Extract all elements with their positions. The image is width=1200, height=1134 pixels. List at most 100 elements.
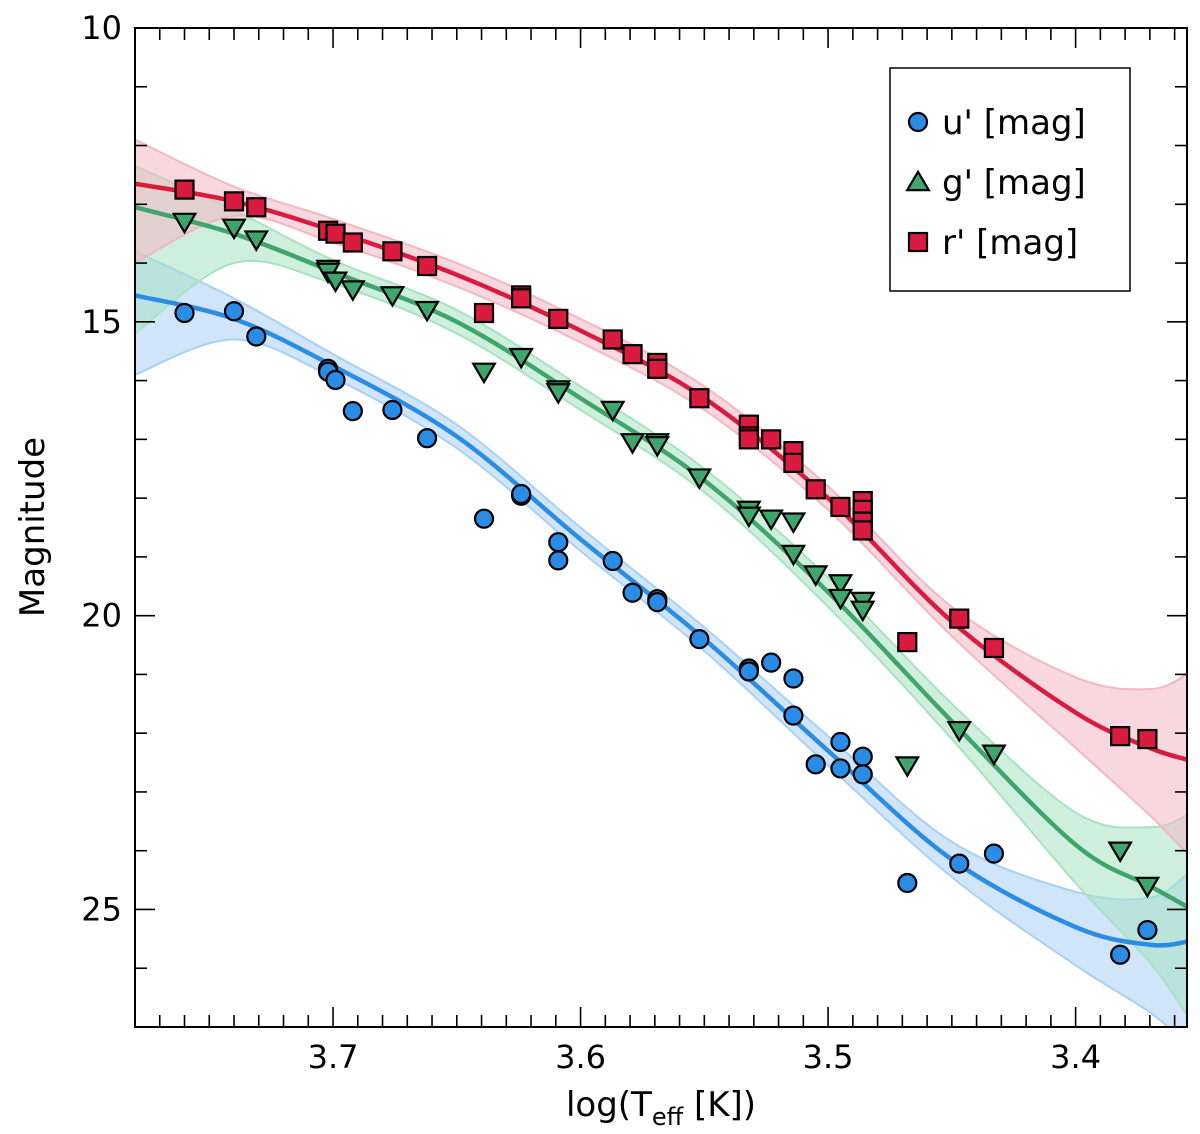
data-point-u-band — [983, 843, 1005, 864]
y-tick-label: 15 — [81, 303, 122, 341]
data-point-u-band — [647, 592, 668, 613]
data-point-g-band — [171, 212, 198, 235]
data-point-r-band — [473, 302, 495, 324]
x-tick-label: 3.4 — [1050, 1038, 1101, 1076]
data-point-u-band — [830, 758, 851, 779]
data-point-g-band — [802, 565, 829, 587]
legend-box — [889, 67, 1131, 292]
data-point-u-band — [511, 483, 532, 505]
data-point-g-band — [379, 286, 406, 308]
data-point-r-band — [689, 388, 710, 409]
data-point-u-band — [1137, 919, 1158, 941]
data-point-r-band — [382, 241, 403, 262]
data-point-g-band — [221, 218, 247, 241]
data-point-g-band — [894, 756, 921, 778]
fit-line-0 — [135, 293, 1187, 948]
data-point-g-band — [508, 347, 534, 370]
data-point-u-band — [852, 764, 873, 785]
data-point-u-band — [174, 302, 195, 324]
data-point-u-band — [783, 705, 804, 726]
data-point-r-band — [622, 344, 643, 365]
data-point-r-band — [983, 637, 1005, 659]
data-point-g-band — [736, 506, 762, 529]
data-point-r-band — [223, 191, 245, 212]
data-point-u-band — [325, 369, 346, 391]
data-point-r-band — [1110, 726, 1131, 747]
data-point-u-band — [342, 401, 363, 422]
data-point-g-band — [322, 271, 349, 294]
data-point-u-band — [852, 746, 873, 767]
data-point-g-band — [850, 600, 876, 623]
data-point-g-band — [780, 512, 807, 535]
data-point-g-band — [600, 400, 626, 423]
data-point-u-band — [223, 301, 245, 322]
data-point-u-band — [382, 399, 403, 421]
x-tick-label: 3.5 — [803, 1038, 854, 1076]
data-point-r-band — [325, 223, 346, 244]
legend: u' [mag] g' [mag] r' [mag] — [889, 67, 1131, 292]
legend-label: g' [mag] — [942, 163, 1086, 203]
data-point-r-band — [511, 288, 532, 309]
data-point-u-band — [473, 508, 495, 529]
data-point-r-band — [548, 308, 569, 329]
x-tick-label: 3.6 — [555, 1038, 606, 1076]
data-point-g-band — [644, 436, 671, 458]
data-point-u-band — [949, 853, 970, 874]
data-point-r-band — [830, 496, 851, 518]
axis-ticks — [135, 27, 1187, 1028]
x-axis-label: log(Teff [K]) — [566, 1085, 756, 1131]
data-point-g-band — [827, 588, 854, 611]
data-point-u-band — [602, 550, 623, 572]
data-point-g-band — [340, 280, 366, 302]
data-point-g-band — [827, 574, 854, 596]
legend-label: u' [mag] — [942, 103, 1086, 143]
data-point-g-band — [1134, 876, 1161, 899]
data-point-g-band — [758, 509, 784, 532]
plot-frame — [134, 27, 1188, 1028]
data-point-r-band — [246, 197, 267, 218]
data-point-u-band — [548, 532, 569, 553]
data-point-r-band — [761, 429, 782, 450]
data-point-u-band — [246, 326, 267, 347]
legend-marker-circle — [907, 111, 929, 133]
y-axis-label: Magnitude — [13, 437, 53, 617]
data-point-r-band — [949, 608, 970, 629]
data-point-r-band — [897, 631, 918, 653]
data-point-r-band — [805, 479, 826, 500]
tick-labels: 3.7 3.6 3.5 3.4 10 15 20 25 — [81, 9, 1101, 1076]
y-tick-label: 25 — [81, 890, 122, 928]
data-point-u-band — [622, 582, 643, 603]
x-tick-label: 3.7 — [308, 1038, 359, 1076]
data-points — [171, 179, 1161, 965]
legend-label: r' [mag] — [942, 223, 1078, 263]
data-point-r-band — [852, 520, 873, 541]
data-point-r-band — [1137, 728, 1158, 750]
data-point-g-band — [1107, 841, 1133, 864]
confidence-band-0 — [135, 250, 1187, 1027]
data-point-u-band — [897, 872, 918, 894]
data-point-u-band — [689, 629, 710, 650]
data-point-g-band — [545, 383, 571, 405]
data-point-u-band — [416, 428, 438, 449]
data-point-r-band — [738, 429, 759, 450]
data-point-g-band — [686, 468, 713, 490]
data-point-u-band — [783, 668, 804, 689]
data-point-u-band — [805, 754, 826, 775]
data-point-u-band — [830, 731, 851, 753]
data-point-u-band — [738, 661, 759, 682]
data-point-g-band — [619, 433, 646, 455]
legend-marker-triangle — [905, 169, 931, 192]
data-point-r-band — [647, 358, 668, 379]
data-point-r-band — [174, 179, 195, 200]
data-point-r-band — [342, 232, 363, 253]
y-tick-label: 10 — [81, 9, 122, 47]
data-point-g-band — [981, 744, 1007, 767]
data-point-r-band — [783, 452, 804, 473]
data-point-r-band — [416, 255, 438, 277]
data-point-g-band — [946, 721, 972, 743]
data-point-g-band — [780, 544, 807, 567]
data-point-u-band — [548, 550, 569, 571]
legend-marker-square — [907, 231, 929, 253]
data-point-g-band — [243, 230, 270, 252]
